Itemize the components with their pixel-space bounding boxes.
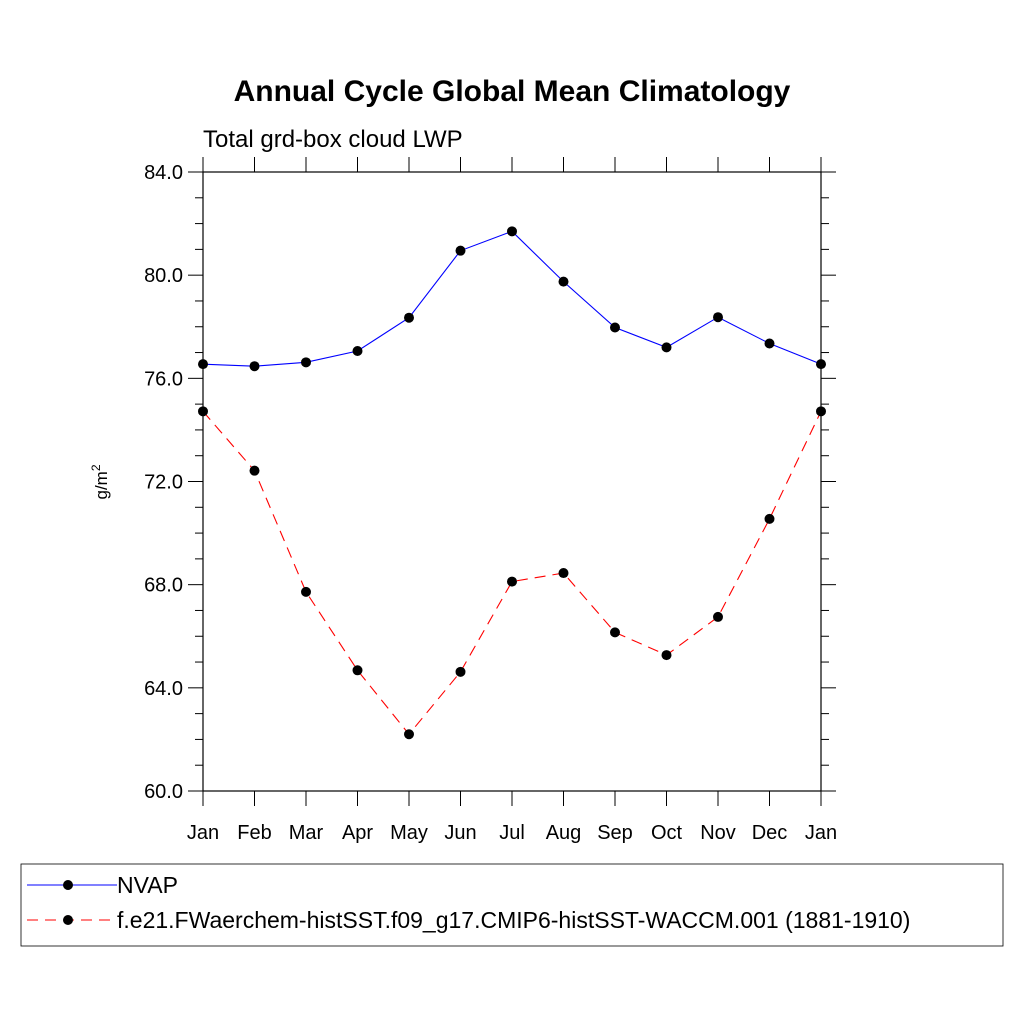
x-tick-label: Apr: [342, 822, 373, 844]
y-tick-label: 84.0: [144, 162, 183, 184]
y-tick-label: 68.0: [144, 575, 183, 597]
plot-area: 60.0 64.0 68.0 72.0 76.0 80.0 84.0 Jan Feb Mar Apr…: [89, 157, 837, 844]
legend: NVAP f.e21.FWaerchem-histSST.f09_g17.CMIP…: [20, 863, 1004, 947]
series-2-point: [661, 650, 672, 661]
legend-label-2: f.e21.FWaerchem-histSST.f09_g17.CMIP6-hi…: [117, 907, 910, 933]
series-1-point: [404, 312, 414, 323]
legend-marker-2: [63, 915, 73, 925]
series-1-point: [352, 345, 363, 356]
series-2-point: [764, 513, 775, 524]
legend-marker-1: [63, 880, 73, 890]
x-tick-label: Jan: [187, 822, 219, 844]
y-tick-label: 72.0: [144, 472, 183, 494]
series-line-1: [202, 230, 822, 367]
x-tick-label: Aug: [546, 822, 582, 844]
series-2-point: [558, 568, 569, 579]
plot-frame: [202, 171, 822, 792]
legend-label-1: NVAP: [117, 872, 178, 898]
x-tick-label: Nov: [700, 822, 736, 844]
x-tick-label: Sep: [597, 822, 633, 844]
series-1-point: [249, 361, 260, 372]
series-1-point: [610, 322, 620, 333]
y-tick-label: 80.0: [144, 265, 183, 287]
legend-box: [20, 863, 1004, 947]
x-tick-label: Dec: [752, 822, 788, 844]
x-tick-label: Mar: [289, 822, 324, 844]
series-1-point: [713, 312, 723, 323]
series-2-point: [404, 729, 414, 740]
series-2-point: [507, 576, 517, 587]
chart-subtitle: Total grd-box cloud LWP: [203, 126, 463, 153]
series-1-point: [661, 342, 672, 353]
y-tick-label: 76.0: [144, 368, 183, 390]
series-1-point: [455, 245, 466, 256]
series-2-point: [610, 627, 620, 638]
x-tick-label: Jul: [499, 822, 525, 844]
series-2-point: [713, 611, 723, 622]
series-1-point: [558, 276, 569, 287]
series-2-point: [816, 406, 826, 417]
chart-title: Annual Cycle Global Mean Climatology: [234, 75, 791, 108]
x-tick-label: Jan: [805, 822, 837, 844]
x-tick-label: Oct: [651, 822, 683, 844]
x-tick-label: Jun: [444, 822, 476, 844]
series-2-point: [249, 465, 260, 476]
y-tick-label: 60.0: [144, 781, 183, 803]
series-2-point: [301, 586, 311, 597]
y-axis-label: g/m2: [89, 464, 111, 499]
series-2-point: [198, 406, 208, 417]
series-1-point: [198, 359, 208, 370]
series-2-point: [455, 666, 466, 677]
x-tick-label: May: [390, 822, 428, 844]
series-1-point: [764, 338, 775, 349]
series-line-2: [202, 410, 822, 736]
series-1-point: [507, 226, 517, 237]
y-tick-label: 64.0: [144, 678, 183, 700]
series-1-point: [816, 359, 826, 370]
x-tick-label: Feb: [237, 822, 271, 844]
series-2-point: [352, 665, 363, 676]
series-1-point: [301, 357, 311, 368]
